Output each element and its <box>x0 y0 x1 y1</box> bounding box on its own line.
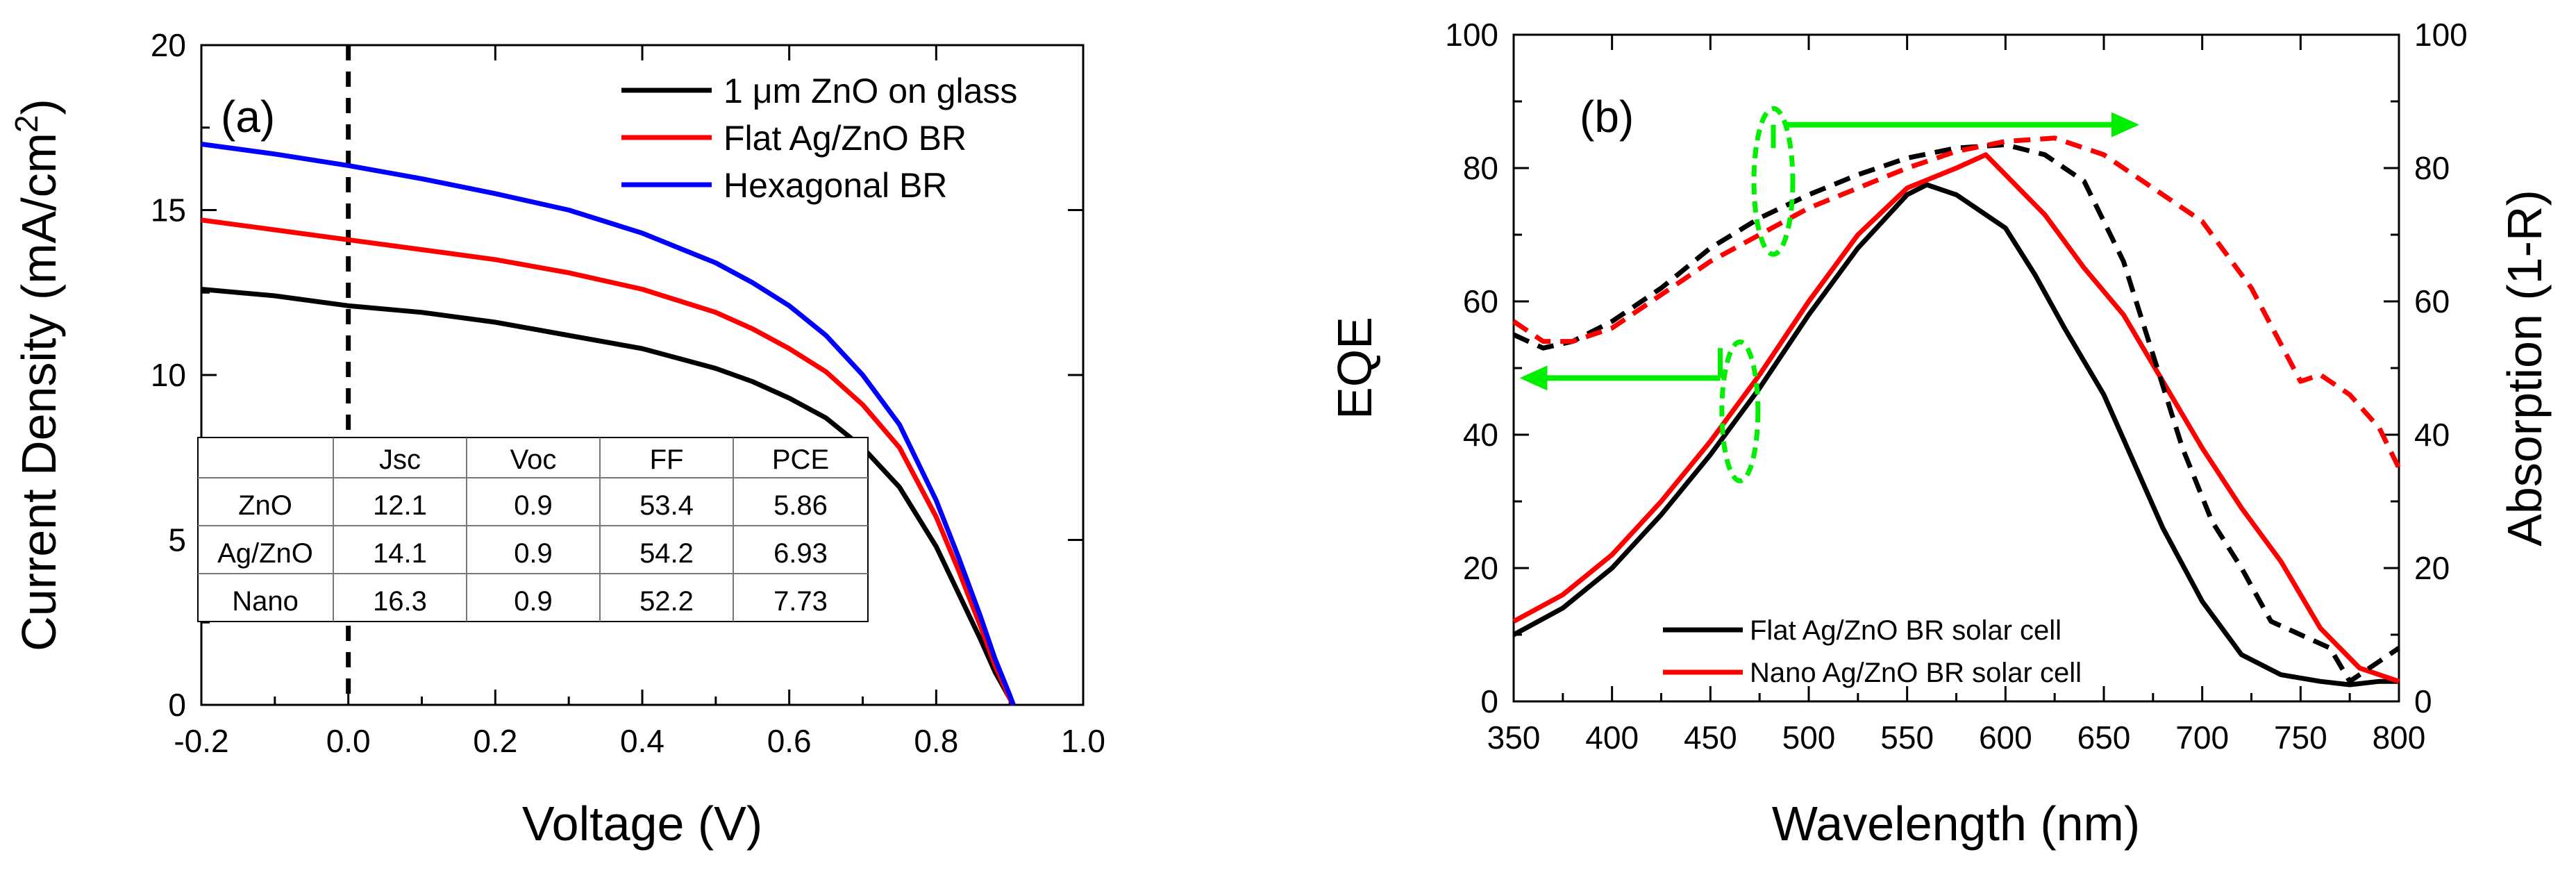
chart-a-y-tick-label: 0 <box>168 687 186 723</box>
chart-b-y2-tick-label: 80 <box>2414 150 2450 186</box>
legend-label-glass-rest: m ZnO on glass <box>773 72 1018 110</box>
chart-a-x-tick-label: 1.0 <box>1061 723 1105 759</box>
chart-b-annotations <box>1519 106 2139 483</box>
chart-a-ticks: -0.2 0.0 0.2 0.4 0.6 0.8 1.0 0 5 10 15 20 <box>151 27 1105 759</box>
chart-b-series-line-0 <box>1512 182 2399 688</box>
chart-a-x-tick-label: 0.6 <box>767 723 812 759</box>
chart-a-series-line-0 <box>201 287 1016 706</box>
chart-a-x-tick-label: -0.2 <box>174 723 228 759</box>
chart-b-y2-axis-title: Absorption (1-R) <box>2498 190 2552 547</box>
chart-a-y-tick-label: 10 <box>151 357 186 393</box>
results-table-cell: 12.1 <box>373 490 427 521</box>
chart-b-y-tick-label: 0 <box>1480 683 1498 719</box>
chart-a-y-tick-label: 20 <box>151 27 186 63</box>
chart-a-results-table: Jsc Voc FF PCE ZnO 12.1 0.9 53.4 5.86 Ag/ZnO 14.1 0… <box>197 437 869 622</box>
results-table-cell: 16.3 <box>373 586 427 617</box>
chart-b-series-line-2 <box>1512 142 2400 684</box>
chart-a-y-tick-label: 5 <box>168 522 186 558</box>
results-table-cell: 5.86 <box>773 490 828 521</box>
legend-label-glass: 1 μm ZnO on glass <box>724 72 1017 110</box>
chart-b-x-tick-label: 800 <box>2373 719 2426 756</box>
results-table-header: PCE <box>772 444 829 475</box>
chart-b-series-line-1 <box>1512 152 2400 684</box>
chart-b-y-tick-label: 40 <box>1463 417 1498 453</box>
chart-a-y-axis-title: Current Density (mA/cm2) <box>8 99 66 651</box>
chart-b-x-tick-label: 450 <box>1684 719 1737 756</box>
legend-label-hex: Hexagonal BR <box>724 166 947 205</box>
arrow-right-head <box>2111 112 2139 138</box>
legend-label-flat: Flat Ag/ZnO BR <box>724 119 967 158</box>
chart-b-panel-label: (b) <box>1580 92 1634 142</box>
chart-b-series-group <box>1512 135 2402 688</box>
results-table-cell: 0.9 <box>514 490 553 521</box>
chart-b-y2-tick-label: 40 <box>2414 417 2450 453</box>
chart-a-x-tick-label: 0.4 <box>620 723 664 759</box>
results-table-cell: 53.4 <box>639 490 694 521</box>
chart-b-x-tick-label: 650 <box>2077 719 2131 756</box>
chart-a-x-tick-label: 0.0 <box>326 723 371 759</box>
chart-b-y-tick-label: 80 <box>1463 150 1498 186</box>
chart-a-legend: 1 μm ZnO on glass Flat Ag/ZnO BR Hexagon… <box>621 72 1017 205</box>
results-table-cell: 52.2 <box>639 586 694 617</box>
chart-b-series-line-3 <box>1512 135 2402 469</box>
chart-a-x-tick-label: 0.8 <box>914 723 958 759</box>
results-table-header: FF <box>650 444 684 475</box>
arrow-left-head <box>1519 365 1548 391</box>
legend-label-nano-eqe: Nano Ag/ZnO BR solar cell <box>1750 658 2082 688</box>
results-table-cell: 0.9 <box>514 538 553 569</box>
ellipse-eqe-marker <box>1719 339 1761 483</box>
chart-b-y-tick-label: 100 <box>1445 17 1498 53</box>
chart-b-x-axis-title: Wavelength (nm) <box>1772 797 2140 851</box>
results-table-header: Jsc <box>379 444 421 475</box>
results-table-header: Voc <box>510 444 557 475</box>
chart-b-x-tick-label: 750 <box>2274 719 2327 756</box>
chart-b-legend: Flat Ag/ZnO BR solar cell Nano Ag/ZnO BR… <box>1663 615 2082 688</box>
chart-b-x-tick-label: 500 <box>1782 719 1836 756</box>
chart-b-x-tick-label: 350 <box>1487 719 1541 756</box>
chart-b-y2-tick-label: 100 <box>2414 17 2468 53</box>
chart-b-y2-tick-label: 0 <box>2414 683 2432 719</box>
chart-b-x-tick-label: 600 <box>1979 719 2032 756</box>
chart-a-x-tick-label: 0.2 <box>473 723 517 759</box>
chart-b-x-tick-label: 700 <box>2175 719 2229 756</box>
legend-label-flat-eqe: Flat Ag/ZnO BR solar cell <box>1750 615 2061 646</box>
chart-b-y-axis-title: EQE <box>1328 317 1382 419</box>
chart-a-panel-label: (a) <box>221 92 275 142</box>
chart-a-y-tick-label: 15 <box>151 192 186 228</box>
chart-a-series-line-1 <box>201 217 1016 706</box>
chart-b-y-tick-label: 20 <box>1463 550 1498 586</box>
chart-a: -0.2 0.0 0.2 0.4 0.6 0.8 1.0 0 5 10 15 20 (a) Volta… <box>8 27 1105 851</box>
ellipse-absorption-marker <box>1751 106 1796 257</box>
results-table-cell: 14.1 <box>373 538 427 569</box>
results-table-cell: 0.9 <box>514 586 553 617</box>
results-table-cell: 6.93 <box>773 538 828 569</box>
chart-b-y-tick-label: 60 <box>1463 283 1498 319</box>
chart-a-y-axis-title-sup: 2 <box>8 115 44 133</box>
results-table-cell: 54.2 <box>639 538 694 569</box>
legend-label-glass-mu: μ <box>753 72 773 110</box>
results-table-cell: 7.73 <box>773 586 828 617</box>
results-table-cell: Nano <box>232 586 299 617</box>
chart-b-y2-tick-label: 60 <box>2414 283 2450 319</box>
chart-b-x-tick-label: 550 <box>1880 719 1934 756</box>
chart-b-x-tick-label: 400 <box>1585 719 1639 756</box>
chart-a-series-line-2 <box>201 142 1016 706</box>
chart-b-y2-tick-label: 20 <box>2414 550 2450 586</box>
chart-a-y-axis-title-end: ) <box>12 99 66 115</box>
chart-a-x-axis-title: Voltage (V) <box>522 797 762 851</box>
results-table-frame <box>197 437 869 622</box>
chart-b-plot-frame <box>1512 33 2400 703</box>
chart-a-series-group <box>201 142 1016 706</box>
chart-a-y-axis-title-main: Current Density (mA/cm <box>12 133 66 651</box>
legend-label-glass-prefix: 1 <box>724 72 753 110</box>
results-table-cell: Ag/ZnO <box>217 538 313 569</box>
results-table-cell: ZnO <box>238 490 292 521</box>
